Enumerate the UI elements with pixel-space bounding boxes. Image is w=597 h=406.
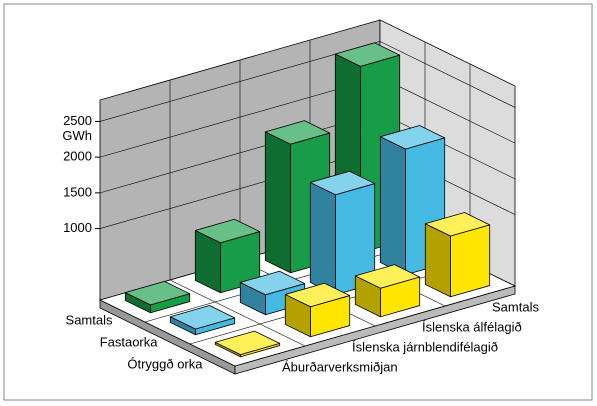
bar-top <box>264 120 331 145</box>
y-tick-label: 1000 <box>63 220 92 235</box>
category-label: Samtals <box>492 299 539 314</box>
grid-line <box>99 148 381 229</box>
bar-top <box>124 280 191 306</box>
bar-top <box>194 218 261 244</box>
grid-line <box>379 76 516 144</box>
grid-line <box>379 41 516 108</box>
bar <box>309 170 376 296</box>
bar-side <box>309 182 336 296</box>
bar-side <box>379 136 406 276</box>
bar <box>424 212 491 298</box>
bar <box>214 330 281 358</box>
bar-top <box>169 305 236 330</box>
category-label: Íslenska álfélagið <box>422 319 522 334</box>
bar <box>124 280 191 314</box>
bar-top <box>284 282 351 308</box>
bar-top <box>214 330 281 356</box>
bar <box>354 264 421 318</box>
bar-side <box>424 223 451 298</box>
bar <box>284 282 351 338</box>
bar-top <box>334 42 401 67</box>
y-tick-label: 2500 <box>63 113 92 128</box>
bar-top <box>239 270 306 296</box>
series-label: Ótryggð orka <box>127 356 203 371</box>
category-label: Íslenska járnblendifélagið <box>352 339 498 354</box>
grid-line <box>99 41 381 122</box>
grid-line <box>379 112 516 180</box>
series-label: Fastaorka <box>100 334 159 349</box>
bar-top <box>309 170 376 196</box>
y-axis-label: GWh <box>62 128 92 143</box>
y-tick-label: 1500 <box>63 184 92 199</box>
series-label: Samtals <box>66 312 113 327</box>
y-tick-label: 2000 <box>63 149 92 164</box>
bar-top <box>424 212 491 237</box>
grid-line <box>99 76 381 158</box>
bar <box>194 218 261 294</box>
bar-top <box>354 264 421 289</box>
floor-line <box>169 279 306 347</box>
bar-front <box>450 224 491 298</box>
bar <box>169 305 236 336</box>
grid-line <box>99 112 381 194</box>
category-label: Áburðarverksmiðjan <box>282 359 398 374</box>
bar-side <box>264 131 291 274</box>
bar-top <box>379 125 446 150</box>
